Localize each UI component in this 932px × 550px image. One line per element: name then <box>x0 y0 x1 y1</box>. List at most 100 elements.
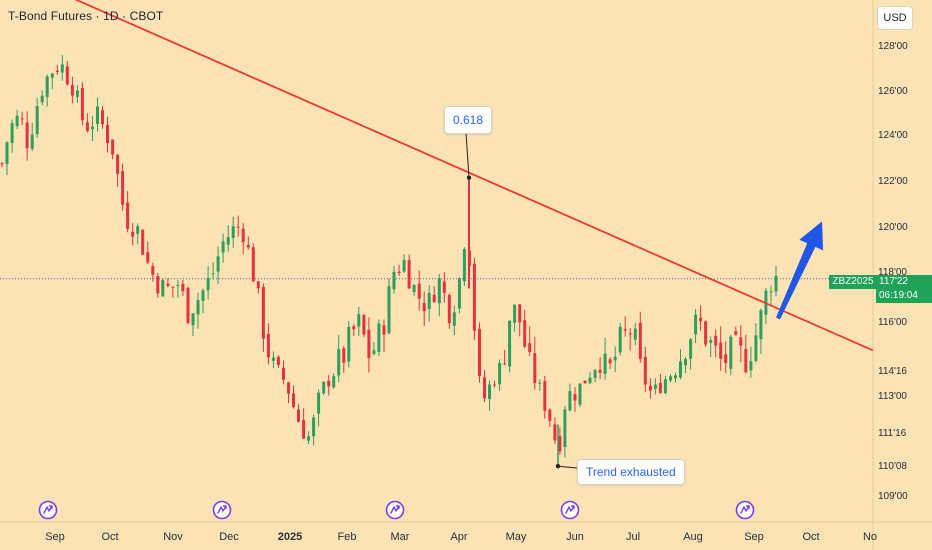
price-tick-label: 126'00 <box>878 86 908 97</box>
fib-callout[interactable]: 0.618 <box>444 106 493 134</box>
candle-body <box>131 231 135 237</box>
candle-body <box>774 275 778 292</box>
time-tick-label: Jun <box>566 531 584 543</box>
candle-body <box>508 320 512 367</box>
candle-body <box>25 122 29 149</box>
candle-body <box>216 256 220 272</box>
candle-body <box>674 375 677 379</box>
candle-body <box>669 376 672 381</box>
dividend-event-icon[interactable] <box>735 500 755 520</box>
candle-body <box>583 380 587 384</box>
candle-body <box>679 361 682 378</box>
trend-exhausted-callout[interactable]: Trend exhausted <box>577 459 685 485</box>
candle-body <box>282 367 285 380</box>
candle-body <box>101 110 104 125</box>
candle-body <box>45 76 49 98</box>
candle-body <box>533 353 537 384</box>
candle-body <box>332 376 336 388</box>
price-tick-label: 113'00 <box>878 391 907 402</box>
candle-body <box>628 333 632 335</box>
candle-body <box>70 85 74 96</box>
fib-pivot-point <box>466 175 472 180</box>
candle-body <box>186 287 190 323</box>
candle-body <box>417 283 421 299</box>
currency-button[interactable]: USD <box>877 6 913 30</box>
time-tick-label: May <box>506 531 527 543</box>
candle-body <box>121 171 125 205</box>
candle-body <box>407 260 411 289</box>
candle-body <box>578 383 582 405</box>
dividend-event-icon[interactable] <box>385 500 405 520</box>
candle-body <box>633 328 637 340</box>
candle-body <box>714 335 718 346</box>
candle-body <box>206 278 210 291</box>
dividend-event-icon[interactable] <box>560 500 580 520</box>
candle-body <box>513 304 517 323</box>
price-tick-label: 110'08 <box>878 461 907 472</box>
candle-body <box>558 436 562 452</box>
candle-body <box>231 226 235 238</box>
candle-body <box>226 237 230 245</box>
candle-body <box>719 342 723 359</box>
candle-body <box>568 391 572 411</box>
candle-body <box>588 377 592 383</box>
candle-body <box>0 163 4 165</box>
candle-body <box>342 348 346 363</box>
candle-body <box>276 356 280 365</box>
candle-body <box>689 339 693 359</box>
candle-body <box>613 356 617 361</box>
candle-body <box>256 281 260 289</box>
candle-body <box>643 356 647 385</box>
fib-callout-leader <box>465 132 470 178</box>
candle-body <box>638 322 642 360</box>
candle-body <box>35 106 39 134</box>
time-tick-label: Mar <box>391 531 410 543</box>
candle-body <box>699 317 703 322</box>
candle-body <box>287 382 290 394</box>
candle-body <box>462 249 466 282</box>
candle-body <box>618 326 622 353</box>
candle-body <box>367 329 371 358</box>
candle-body <box>322 381 326 394</box>
candle-body <box>146 252 150 263</box>
candle-body <box>488 384 491 399</box>
candle-body <box>744 349 748 373</box>
candle-body <box>20 118 24 120</box>
dividend-event-icon[interactable] <box>212 500 232 520</box>
candle-body <box>246 244 250 248</box>
candle-body <box>538 382 542 384</box>
trend-pivot-point <box>555 464 561 469</box>
candle-body <box>161 280 165 297</box>
candle-body <box>191 313 195 326</box>
candle-body <box>5 142 9 165</box>
candle-body <box>362 315 366 335</box>
candle-body <box>60 64 64 73</box>
dividend-event-icon[interactable] <box>38 500 58 520</box>
candle-body <box>658 383 662 393</box>
candle-body <box>80 88 84 121</box>
candle-body <box>593 370 597 378</box>
candle-body <box>397 271 401 273</box>
candle-body <box>573 394 577 401</box>
candle-body <box>111 139 115 155</box>
time-tick-label: Sep <box>45 531 65 543</box>
candle-body <box>297 409 300 422</box>
time-tick-label: Apr <box>450 531 467 543</box>
candle-body <box>598 369 602 373</box>
candle-body <box>457 278 461 309</box>
candle-body <box>769 291 773 293</box>
candle-body <box>96 106 99 124</box>
last-price-tag: 117'22 <box>876 275 932 289</box>
price-tick-label: 128'00 <box>878 41 908 52</box>
candle-body <box>337 349 341 376</box>
price-tick-label: 111'16 <box>878 428 907 439</box>
candle-body <box>543 381 547 411</box>
candle-body <box>377 323 381 352</box>
candle-body <box>623 329 627 331</box>
time-tick-label: Jul <box>626 531 640 543</box>
candle-body <box>523 320 527 347</box>
candle-body <box>704 321 708 345</box>
candle-body <box>116 155 120 174</box>
symbol-title[interactable]: T-Bond Futures · 1D · CBOT <box>8 9 164 23</box>
